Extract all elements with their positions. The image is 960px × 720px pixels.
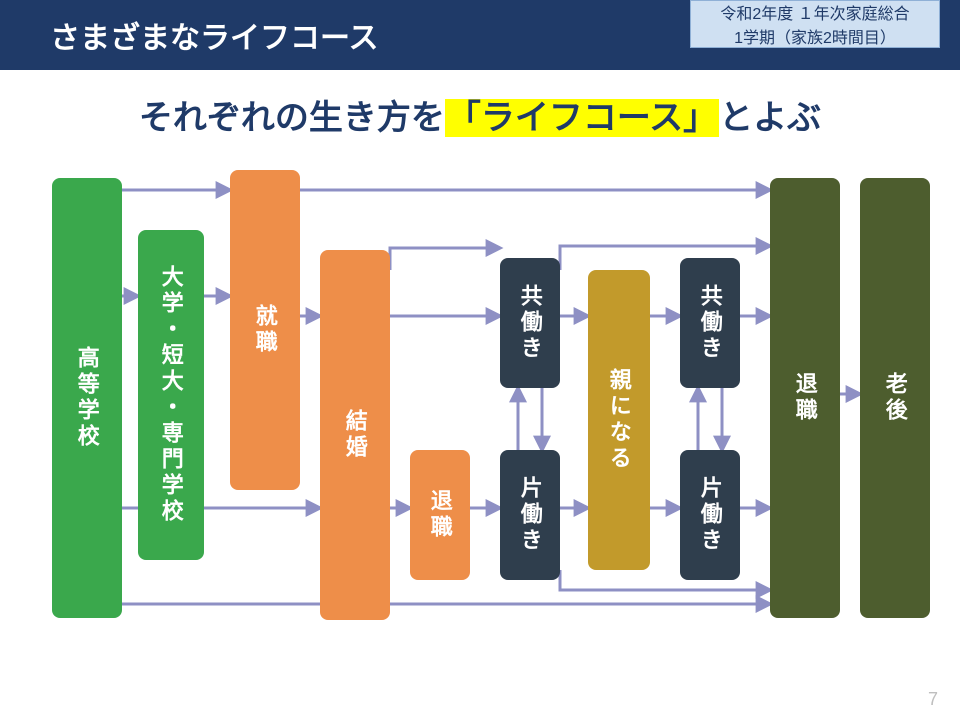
badge-line-1: 令和2年度 １年次家庭総合: [720, 0, 909, 24]
subtitle-before: それぞれの生き方を: [139, 99, 445, 137]
node-old: 老後: [860, 178, 930, 618]
node-single1: 片働き: [500, 450, 560, 580]
node-retire1: 退職: [410, 450, 470, 580]
subtitle: それぞれの生き方を「ライフコース」とよぶ: [0, 90, 960, 139]
node-dual2: 共働き: [680, 258, 740, 388]
node-univ: 大学・短大・専門学校: [138, 230, 204, 560]
node-hs: 高等学校: [52, 178, 122, 618]
node-single2: 片働き: [680, 450, 740, 580]
node-dual1: 共働き: [500, 258, 560, 388]
page-title: さまざまなライフコース: [50, 13, 379, 57]
flow-chart: 高等学校大学・短大・専門学校就職結婚退職共働き片働き親になる共働き片働き退職老後: [0, 170, 960, 650]
subtitle-highlight: 「ライフコース」: [445, 99, 719, 137]
node-retire2: 退職: [770, 178, 840, 618]
node-job: 就職: [230, 170, 300, 490]
badge-line-2: 1学期（家族2時間目）: [734, 24, 896, 48]
course-badge: 令和2年度 １年次家庭総合 1学期（家族2時間目）: [690, 0, 940, 48]
node-parent: 親になる: [588, 270, 650, 570]
subtitle-after: とよぶ: [719, 99, 821, 137]
page-number: 7: [928, 689, 938, 710]
node-marriage: 結婚: [320, 250, 390, 620]
